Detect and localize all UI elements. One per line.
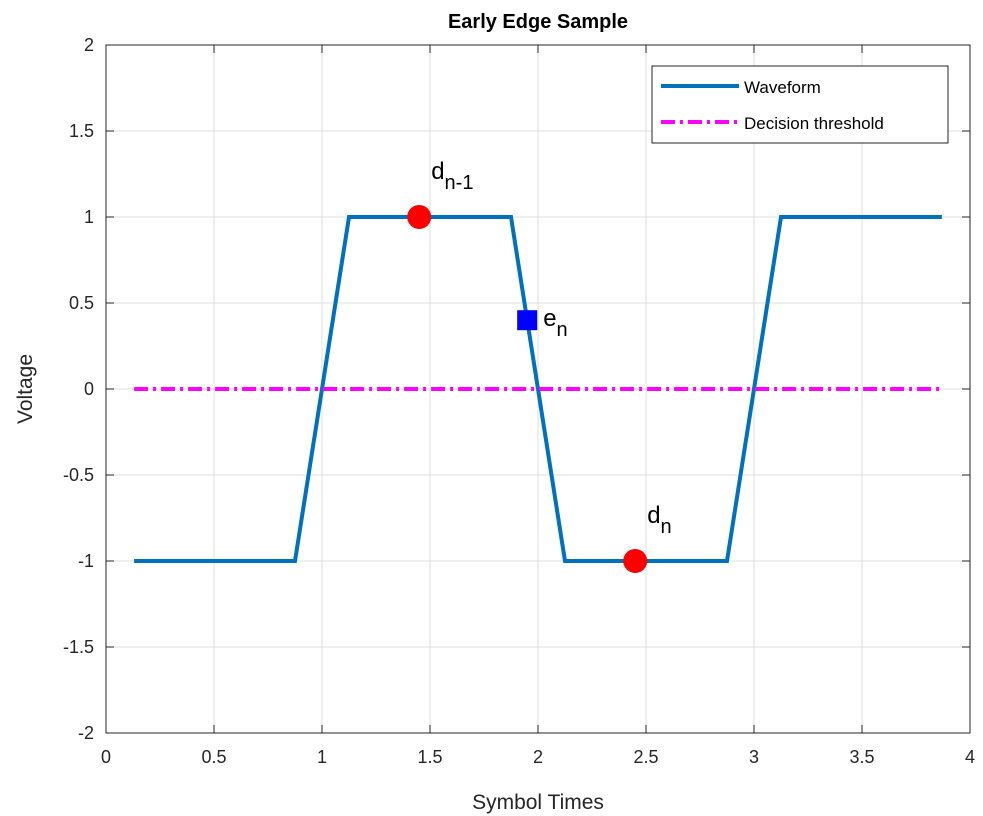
- x-tick-label: 2.5: [633, 747, 658, 767]
- y-tick-label: 2: [84, 35, 94, 55]
- annotation-label-1: dn: [647, 502, 671, 538]
- chart-title: Early Edge Sample: [448, 11, 628, 33]
- y-tick-label: 1.5: [69, 121, 94, 141]
- marker-layer: dn-1 dn en: [407, 158, 672, 573]
- x-axis-label: Symbol Times: [472, 791, 604, 814]
- series-layer: [134, 215, 942, 563]
- y-tick-label: 0: [84, 379, 94, 399]
- legend-box: [651, 65, 949, 144]
- y-tick-label: -1: [78, 551, 94, 571]
- series-line-0: [134, 215, 942, 563]
- legend-label-decision-threshold: Decision threshold: [744, 114, 884, 133]
- annotation-label-2: en: [543, 305, 567, 341]
- y-tick-label: -0.5: [63, 465, 94, 485]
- x-tick-label: 4: [965, 747, 975, 767]
- sample-point-2: [517, 310, 538, 331]
- legend-label-waveform: Waveform: [744, 78, 821, 97]
- legend[interactable]: Waveform Decision threshold: [651, 65, 949, 144]
- y-tick-label: -1.5: [63, 637, 94, 657]
- x-tick-label: 1.5: [417, 747, 442, 767]
- annotation-label-0: dn-1: [431, 158, 473, 194]
- y-tick-label: 1: [84, 207, 94, 227]
- sample-point-1: [623, 549, 648, 573]
- x-tick-label: 2: [533, 747, 543, 767]
- x-tick-label: 3.5: [849, 747, 874, 767]
- x-tick-label: 3: [749, 747, 759, 767]
- y-tick-label: 0.5: [69, 293, 94, 313]
- x-tick-label: 0: [101, 747, 111, 767]
- x-tick-label: 1: [317, 747, 327, 767]
- tick-layer: 0 0.5 1 1.5 2 2.5 3 3.5 4 -2 -1.5 -1 -0.5 0 0.5 1 1.5 2: [63, 35, 975, 767]
- x-tick-label: 0.5: [201, 747, 226, 767]
- y-tick-label: -2: [78, 723, 94, 743]
- sample-point-0: [407, 205, 432, 229]
- y-axis-label: Voltage: [14, 354, 37, 424]
